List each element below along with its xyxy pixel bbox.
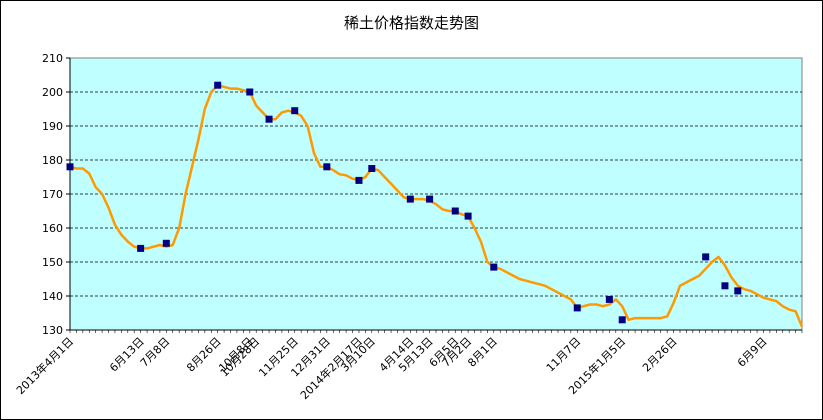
- x-tick-label: 6月13日: [107, 335, 147, 375]
- data-point-marker: [734, 287, 742, 295]
- data-point-marker: [451, 207, 459, 215]
- x-tick-label: 7月8日: [138, 335, 173, 370]
- data-point-marker: [214, 81, 222, 89]
- series-line: [69, 83, 804, 328]
- y-tick-label: 140: [42, 290, 63, 303]
- data-point-marker: [721, 282, 729, 290]
- data-point-marker: [137, 244, 145, 252]
- x-tick-label: 8月1日: [465, 335, 500, 370]
- y-tick-label: 130: [42, 324, 63, 337]
- x-tick-label: 2013年4月1日: [13, 334, 76, 397]
- y-tick-label: 180: [42, 154, 63, 167]
- x-tick-label: 2月26日: [640, 335, 680, 375]
- data-point-marker: [702, 253, 710, 261]
- data-point-marker: [291, 107, 299, 115]
- data-point-marker: [162, 239, 170, 247]
- y-tick-label: 200: [42, 86, 63, 99]
- data-point-marker: [490, 263, 498, 271]
- data-point-marker: [368, 165, 376, 172]
- data-point-marker: [605, 295, 613, 303]
- y-tick-label: 210: [42, 52, 63, 65]
- data-point-marker: [323, 163, 331, 171]
- data-point-marker: [618, 316, 626, 324]
- y-tick-label: 150: [42, 256, 63, 269]
- y-tick-label: 170: [42, 188, 63, 201]
- chart-title: 稀土价格指数走势图: [343, 14, 479, 32]
- data-point-marker: [464, 212, 472, 220]
- data-point-marker: [246, 88, 254, 96]
- x-tick-label: 11月7日: [544, 335, 584, 375]
- data-point-marker: [406, 195, 414, 203]
- x-tick-label: 8月26日: [184, 335, 224, 375]
- y-tick-label: 190: [42, 120, 63, 133]
- data-point-marker: [426, 195, 434, 203]
- data-point-marker: [66, 163, 74, 171]
- x-tick-label: 6月9日: [735, 335, 770, 370]
- data-point-marker: [355, 176, 363, 184]
- y-tick-label: 160: [42, 222, 63, 235]
- data-point-marker: [573, 304, 581, 312]
- data-point-marker: [265, 115, 273, 123]
